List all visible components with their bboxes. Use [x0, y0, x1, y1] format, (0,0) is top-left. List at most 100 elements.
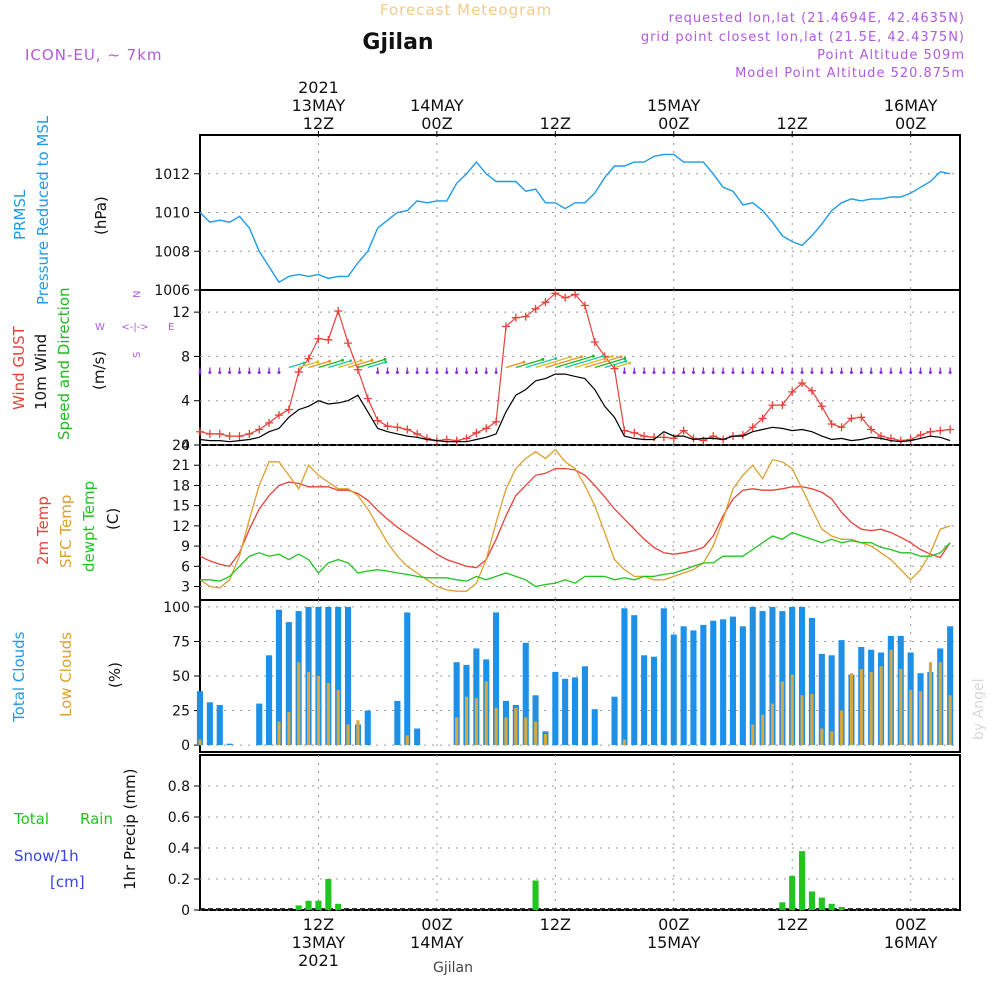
temperature-frame: [199, 444, 961, 601]
low-clouds-bar: [514, 707, 518, 746]
wind-arrow-head: [800, 371, 804, 374]
requested-coords: requested lon,lat (21.4694E, 42.4635N): [669, 11, 965, 26]
wind-arrow-head: [445, 371, 449, 374]
wind-arrow: [614, 362, 630, 369]
wind-gust-marker: [492, 417, 501, 426]
low-clouds-bar: [277, 721, 281, 746]
compass-east: E: [168, 322, 174, 333]
wind-arrow-head: [247, 371, 251, 374]
clouds-ytick-label: 25: [172, 704, 190, 720]
wind-arrow-head: [711, 371, 715, 374]
pressure-ytick-label: 1008: [154, 244, 190, 260]
clouds-ytick-label: 0: [181, 738, 190, 754]
low-clouds-bar: [287, 711, 291, 746]
total-clouds-bar: [275, 609, 282, 746]
wind-gust-marker: [857, 413, 866, 422]
wind-gust-marker: [561, 293, 570, 302]
total-clouds-bar: [256, 703, 263, 746]
wind-arrow-head: [721, 371, 725, 374]
total-clouds-bar: [631, 615, 638, 746]
gridpoint-coords: grid point closest lon,lat (21.5E, 42.43…: [641, 30, 965, 45]
wind-arrow-head: [198, 371, 202, 374]
point-altitude: Point Altitude 509m: [817, 48, 965, 63]
wind-arrow-head: [938, 371, 942, 374]
wind-gust-marker: [659, 433, 668, 442]
wind-arrow-head: [830, 371, 834, 374]
low-clouds-bar: [504, 717, 508, 746]
low-clouds-bar: [543, 734, 547, 746]
rain-bar: [315, 900, 322, 910]
rain-bar: [305, 900, 312, 910]
wind-gust-marker: [462, 434, 471, 443]
precip-cm-label: [cm]: [50, 873, 85, 891]
wind-gust-marker: [630, 428, 639, 437]
wind-arrow-head: [820, 371, 824, 374]
wind-gust-marker: [551, 289, 560, 298]
wind-gust-marker: [235, 432, 244, 441]
wind-gust-marker: [580, 301, 589, 310]
low-clouds-bar: [919, 691, 923, 746]
pressure-ytick-label: 1010: [154, 206, 190, 222]
wind-gust-marker: [837, 423, 846, 432]
bottom-time-label: 12Z: [303, 915, 334, 934]
wind-arrow-head: [267, 371, 271, 374]
total-clouds-bar: [216, 705, 223, 746]
wind-arrow-head: [610, 354, 614, 358]
wind-gust-marker: [215, 429, 224, 438]
wind-gust-marker: [541, 298, 550, 307]
top-time-label: 12Z: [777, 114, 808, 133]
wind-arrow-head: [899, 371, 903, 374]
wind-arrow-head: [692, 371, 696, 374]
total-clouds-bar: [700, 624, 707, 746]
top-time-label: 00Z: [421, 114, 452, 133]
top-time-label: 14MAY: [410, 96, 464, 115]
wind-gust-marker: [383, 422, 392, 431]
total-clouds-bar: [532, 695, 539, 745]
precip-frame: [199, 754, 961, 911]
wind-arrow-head: [869, 371, 873, 374]
total-clouds-bar: [729, 616, 736, 746]
wind-ytick-label: 8: [181, 349, 190, 365]
low-clouds-bar: [484, 681, 488, 746]
precip-total-label: Total: [13, 810, 49, 828]
low-clouds-bar: [820, 728, 824, 746]
low-clouds-bar: [800, 695, 804, 745]
low-clouds-bar: [405, 735, 409, 746]
wind-arrow: [328, 360, 351, 369]
total-clouds-bar: [690, 630, 697, 746]
wind-arrow-head: [601, 354, 605, 358]
wind-ytick-label: 0: [181, 438, 190, 454]
wind-gust-marker: [511, 313, 520, 322]
wind-arrow-head: [780, 371, 784, 374]
wind-arrow-head: [770, 371, 774, 374]
low-clouds-bar: [909, 689, 913, 746]
bottom-time-label: 16MAY: [884, 933, 938, 952]
total-clouds-bar: [345, 606, 352, 746]
wind-gust-marker: [778, 401, 787, 410]
top-time-label: 12Z: [540, 114, 571, 133]
wind-gust-marker: [748, 423, 757, 432]
wind-unit: (m/s): [90, 351, 108, 390]
total-clouds-bar: [552, 671, 559, 746]
wind-gust-marker: [363, 394, 372, 403]
wind-arrow-head: [237, 371, 241, 374]
rain-bar: [295, 905, 302, 910]
temperature-ytick-label: 3: [181, 580, 190, 596]
wind-gust-marker: [482, 424, 491, 433]
compass-north: N: [132, 291, 143, 298]
wind-arrow-head: [790, 371, 794, 374]
top-time-label: 00Z: [658, 114, 689, 133]
temperature-ytick-label: 12: [172, 519, 190, 535]
wind-arrow-head: [218, 371, 222, 374]
wind-arrow-head: [484, 371, 488, 374]
wind-10m-label: 10m Wind: [32, 334, 50, 410]
wind-arrow-head: [541, 357, 545, 361]
total-clouds-bar: [591, 709, 598, 746]
total-clouds-bar: [226, 743, 233, 746]
wind-arrow: [545, 356, 582, 369]
wind-gust-marker: [867, 425, 876, 434]
total-clouds-bar: [621, 608, 628, 746]
wind-direction-arrows: [198, 354, 952, 374]
wind-arrow-head: [383, 357, 387, 361]
chart-title: Forecast Meteogram: [380, 1, 552, 19]
